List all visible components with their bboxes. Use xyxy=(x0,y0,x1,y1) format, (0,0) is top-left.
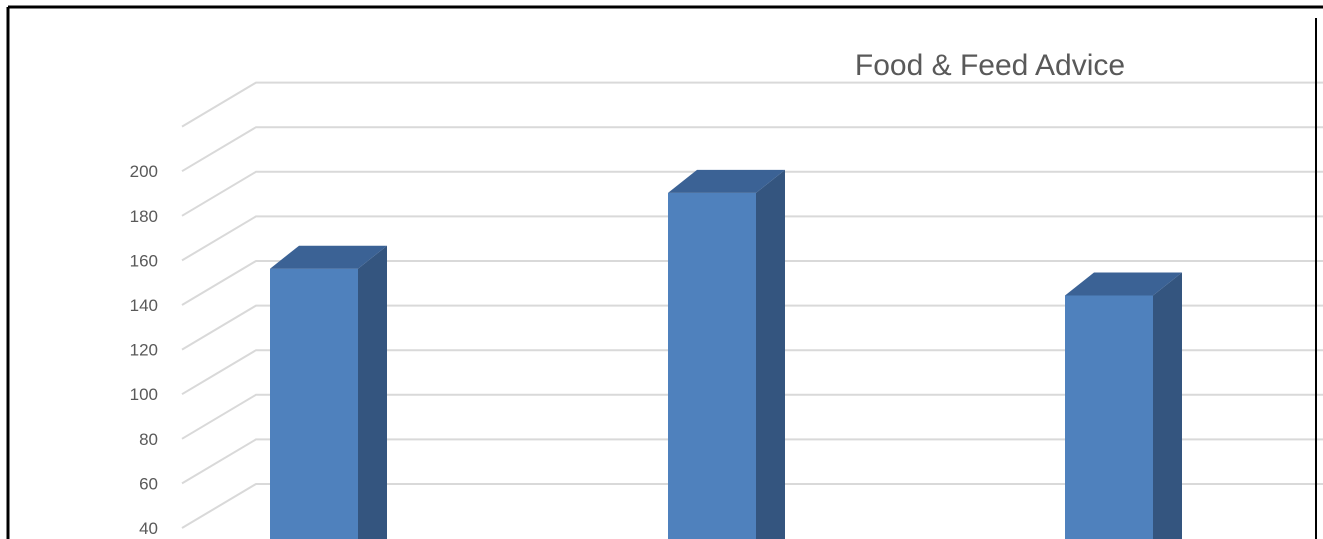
chart-title: Food & Feed Advice xyxy=(855,49,1125,82)
bar-front xyxy=(1065,295,1153,539)
y-tick-label: 80 xyxy=(139,430,158,449)
gridline xyxy=(181,438,1323,485)
gridlines xyxy=(181,81,1323,529)
bar-top xyxy=(1065,272,1182,296)
gridline xyxy=(181,126,1323,173)
y-tick-label: 160 xyxy=(130,251,158,270)
gridline xyxy=(181,304,1323,351)
bar-front xyxy=(270,268,358,539)
gridline xyxy=(181,349,1323,396)
y-tick-label: 40 xyxy=(139,519,158,538)
bar xyxy=(1065,272,1182,539)
chart-frame-border xyxy=(6,5,1323,539)
bars xyxy=(270,169,1182,539)
y-tick-label: 100 xyxy=(130,385,158,404)
gridline xyxy=(181,170,1323,217)
y-tick-label: 180 xyxy=(130,207,158,226)
gridline xyxy=(181,393,1323,440)
bar-side xyxy=(756,169,785,539)
y-axis-ticks: 40 60 80 100 120 140 160 180 200 xyxy=(130,162,158,538)
bar-front xyxy=(668,192,756,539)
y-tick-label: 200 xyxy=(130,162,158,181)
bar-side xyxy=(358,245,387,539)
bar-top xyxy=(270,245,387,269)
gridline xyxy=(181,81,1323,128)
y-tick-label: 120 xyxy=(130,341,158,360)
gridline xyxy=(181,260,1323,306)
y-tick-label: 140 xyxy=(130,296,158,315)
bar xyxy=(270,245,387,539)
bar-top xyxy=(668,169,785,193)
bar-side xyxy=(1153,272,1182,539)
gridline xyxy=(181,215,1323,262)
bar xyxy=(668,169,785,539)
y-tick-label: 60 xyxy=(139,474,158,493)
gridline xyxy=(181,483,1323,529)
